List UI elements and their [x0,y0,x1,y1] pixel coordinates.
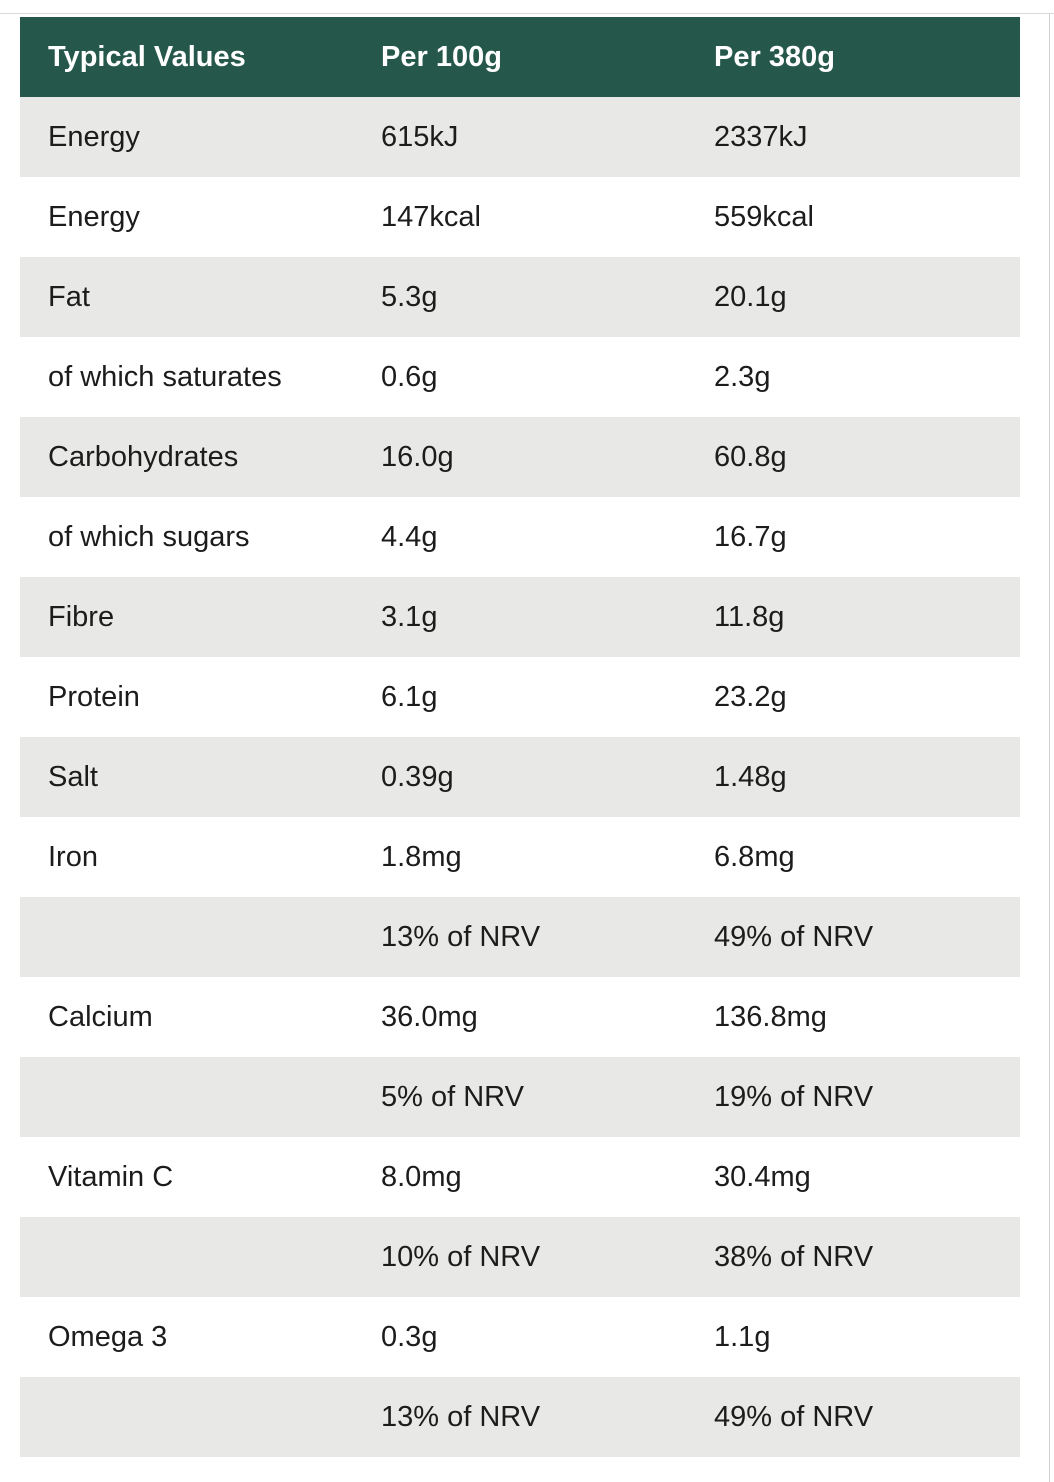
table-row: Energy 615kJ 2337kJ [20,97,1020,177]
table-row: Fat 5.3g 20.1g [20,257,1020,337]
value-cell: 6.1g [381,681,438,713]
nutrient-label: Carbohydrates [48,441,239,473]
nutrient-label: of which sugars [48,521,250,553]
header-cell: Per 100g [353,17,686,97]
nutrient-label: of which saturates [48,361,282,393]
header-cell: Typical Values [20,17,353,97]
table-row: Calcium 36.0mg 136.8mg [20,977,1020,1057]
value-cell: 30.4mg [714,1161,811,1193]
nutrient-label: Calcium [48,1001,153,1033]
value-cell: 13% of NRV [353,897,686,977]
nutrition-table: Typical Values Per 100g Per 380g Energy 615… [20,17,1020,1457]
value-cell: 19% of NRV [686,1057,1020,1137]
value-cell: 615kJ [353,97,686,177]
scrollbar-edge [1049,14,1050,1482]
value-cell: 4.4g [381,521,438,553]
nutrient-cell: Energy [20,177,353,257]
nutrient-label: Fat [48,281,90,313]
table-row: Fibre 3.1g 11.8g [20,577,1020,657]
nutrient-cell [20,1057,353,1137]
table-row: Energy 147kcal 559kcal [20,177,1020,257]
nutrient-cell: of which saturates [20,337,353,417]
nutrient-cell: Fibre [20,577,353,657]
value-cell: 49% of NRV [686,1377,1020,1457]
nutrient-cell: Vitamin C [20,1137,353,1217]
table-row: of which saturates 0.6g 2.3g [20,337,1020,417]
nutrient-cell: Fat [20,257,353,337]
value-cell: 2.3g [714,361,771,393]
value-cell: 60.8g [686,417,1020,497]
table-row: 13% of NRV 49% of NRV [20,897,1020,977]
value-cell: 136.8mg [714,1001,827,1033]
nutrient-cell: Omega 3 [20,1297,353,1377]
nutrient-cell: Iron [20,817,353,897]
value-cell: 23.2g [714,681,787,713]
table-row: 5% of NRV 19% of NRV [20,1057,1020,1137]
value-cell: 147kcal [381,201,481,233]
nutrient-cell: Calcium [20,977,353,1057]
table-row: Omega 3 0.3g 1.1g [20,1297,1020,1377]
table-row: Carbohydrates 16.0g 60.8g [20,417,1020,497]
table-body: Energy 615kJ 2337kJ Energy 147kcal 559kcal Fat… [20,97,1020,1457]
value-cell: 5% of NRV [353,1057,686,1137]
nutrient-cell [20,1217,353,1297]
value-cell: 49% of NRV [686,897,1020,977]
value-cell: 559kcal [714,201,814,233]
nutrient-cell: Protein [20,657,353,737]
value-cell: 10% of NRV [353,1217,686,1297]
value-cell: 36.0mg [381,1001,478,1033]
value-cell: 1.8mg [381,841,462,873]
nutrient-cell [20,1377,353,1457]
header-cell: Per 380g [686,17,1020,97]
value-cell: 1.1g [714,1321,771,1353]
value-cell: 0.3g [381,1321,438,1353]
value-cell: 0.39g [353,737,686,817]
table-row: Vitamin C 8.0mg 30.4mg [20,1137,1020,1217]
nutrient-cell: Carbohydrates [20,417,353,497]
nutrient-cell: Energy [20,97,353,177]
value-cell: 38% of NRV [686,1217,1020,1297]
nutrient-label: Omega 3 [48,1321,168,1353]
table-row: Iron 1.8mg 6.8mg [20,817,1020,897]
header-row: Typical Values Per 100g Per 380g [20,17,1020,97]
nutrient-label: Protein [48,681,140,713]
nutrient-cell: of which sugars [20,497,353,577]
value-cell: 3.1g [353,577,686,657]
value-cell: 13% of NRV [353,1377,686,1457]
nutrient-label: Energy [48,201,140,233]
nutrient-label: Energy [48,121,140,153]
value-cell: 0.6g [381,361,438,393]
nutrient-label: Iron [48,841,98,873]
value-cell: 16.0g [353,417,686,497]
table-row: 13% of NRV 49% of NRV [20,1377,1020,1457]
value-cell: 20.1g [686,257,1020,337]
value-cell: 16.7g [714,521,787,553]
table-row: 10% of NRV 38% of NRV [20,1217,1020,1297]
nutrient-label: Salt [48,761,98,793]
value-cell: 2337kJ [686,97,1020,177]
table-row: Protein 6.1g 23.2g [20,657,1020,737]
nutrient-cell [20,897,353,977]
table-row: Salt 0.39g 1.48g [20,737,1020,817]
nutrient-cell: Salt [20,737,353,817]
top-divider [0,13,1054,14]
value-cell: 8.0mg [381,1161,462,1193]
value-cell: 11.8g [686,577,1020,657]
table-row: of which sugars 4.4g 16.7g [20,497,1020,577]
nutrient-label: Vitamin C [48,1161,174,1193]
nutrient-label: Fibre [48,601,115,633]
value-cell: 1.48g [686,737,1020,817]
value-cell: 5.3g [353,257,686,337]
value-cell: 6.8mg [714,841,795,873]
